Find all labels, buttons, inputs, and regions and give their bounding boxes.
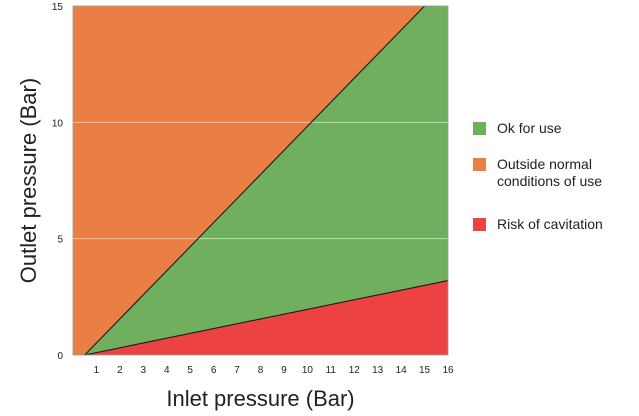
x-tick-label-7: 7 <box>234 365 240 376</box>
chart-gridlines <box>73 121 448 240</box>
legend-item-ok-for-use: Ok for use <box>473 120 562 137</box>
legend-swatch-risk-of-cavitation <box>473 218 486 231</box>
legend-label-ok-for-use: Ok for use <box>497 120 562 136</box>
chart-regions <box>73 6 448 355</box>
legend-swatch-ok-for-use <box>473 122 486 135</box>
legend-label-risk-of-cavitation: Risk of cavitation <box>497 216 603 232</box>
x-tick-label-9: 9 <box>281 365 287 376</box>
x-tick-label-8: 8 <box>258 365 264 376</box>
region-ok-for-use <box>84 6 448 355</box>
legend-item-risk-of-cavitation: Risk of cavitation <box>473 216 603 233</box>
x-tick-label-11: 11 <box>326 365 337 376</box>
legend: Ok for use Outside normal conditions of … <box>473 0 639 416</box>
y-axis-label: Outlet pressure (Bar) <box>16 78 41 283</box>
boundary-line-1 <box>84 5 425 356</box>
x-tick-labels: 1 2 3 4 5 6 7 8 9 10 11 12 13 14 15 16 <box>94 365 454 376</box>
x-tick-label-14: 14 <box>396 365 408 376</box>
x-tick-label-16: 16 <box>442 365 454 376</box>
plot-frame <box>72 5 449 356</box>
x-tick-label-4: 4 <box>164 365 170 376</box>
boundary-line-2 <box>84 280 449 356</box>
x-tick-label-5: 5 <box>187 365 193 376</box>
y-tick-label-15: 15 <box>52 2 64 13</box>
x-tick-label-13: 13 <box>372 365 384 376</box>
x-tick-label-2: 2 <box>117 365 123 376</box>
y-tick-label-10: 10 <box>52 118 64 129</box>
x-tick-label-3: 3 <box>141 365 147 376</box>
chart-boundary-lines <box>84 5 449 356</box>
legend-item-outside-normal: Outside normal conditions of use <box>473 156 602 190</box>
x-tick-label-15: 15 <box>419 365 431 376</box>
y-tick-label-5: 5 <box>57 235 63 246</box>
x-tick-label-12: 12 <box>349 365 361 376</box>
legend-label-outside-normal: Outside normal conditions of use <box>497 156 603 189</box>
x-tick-label-10: 10 <box>302 365 314 376</box>
x-tick-label-6: 6 <box>211 365 217 376</box>
y-tick-label-0: 0 <box>57 351 63 362</box>
x-tick-label-1: 1 <box>94 365 100 376</box>
x-axis-label: Inlet pressure (Bar) <box>166 386 354 411</box>
y-tick-labels: 0 5 10 15 <box>52 2 64 362</box>
legend-swatch-outside-normal <box>473 158 486 171</box>
region-outside-normal-conditions-of-use <box>73 6 425 355</box>
